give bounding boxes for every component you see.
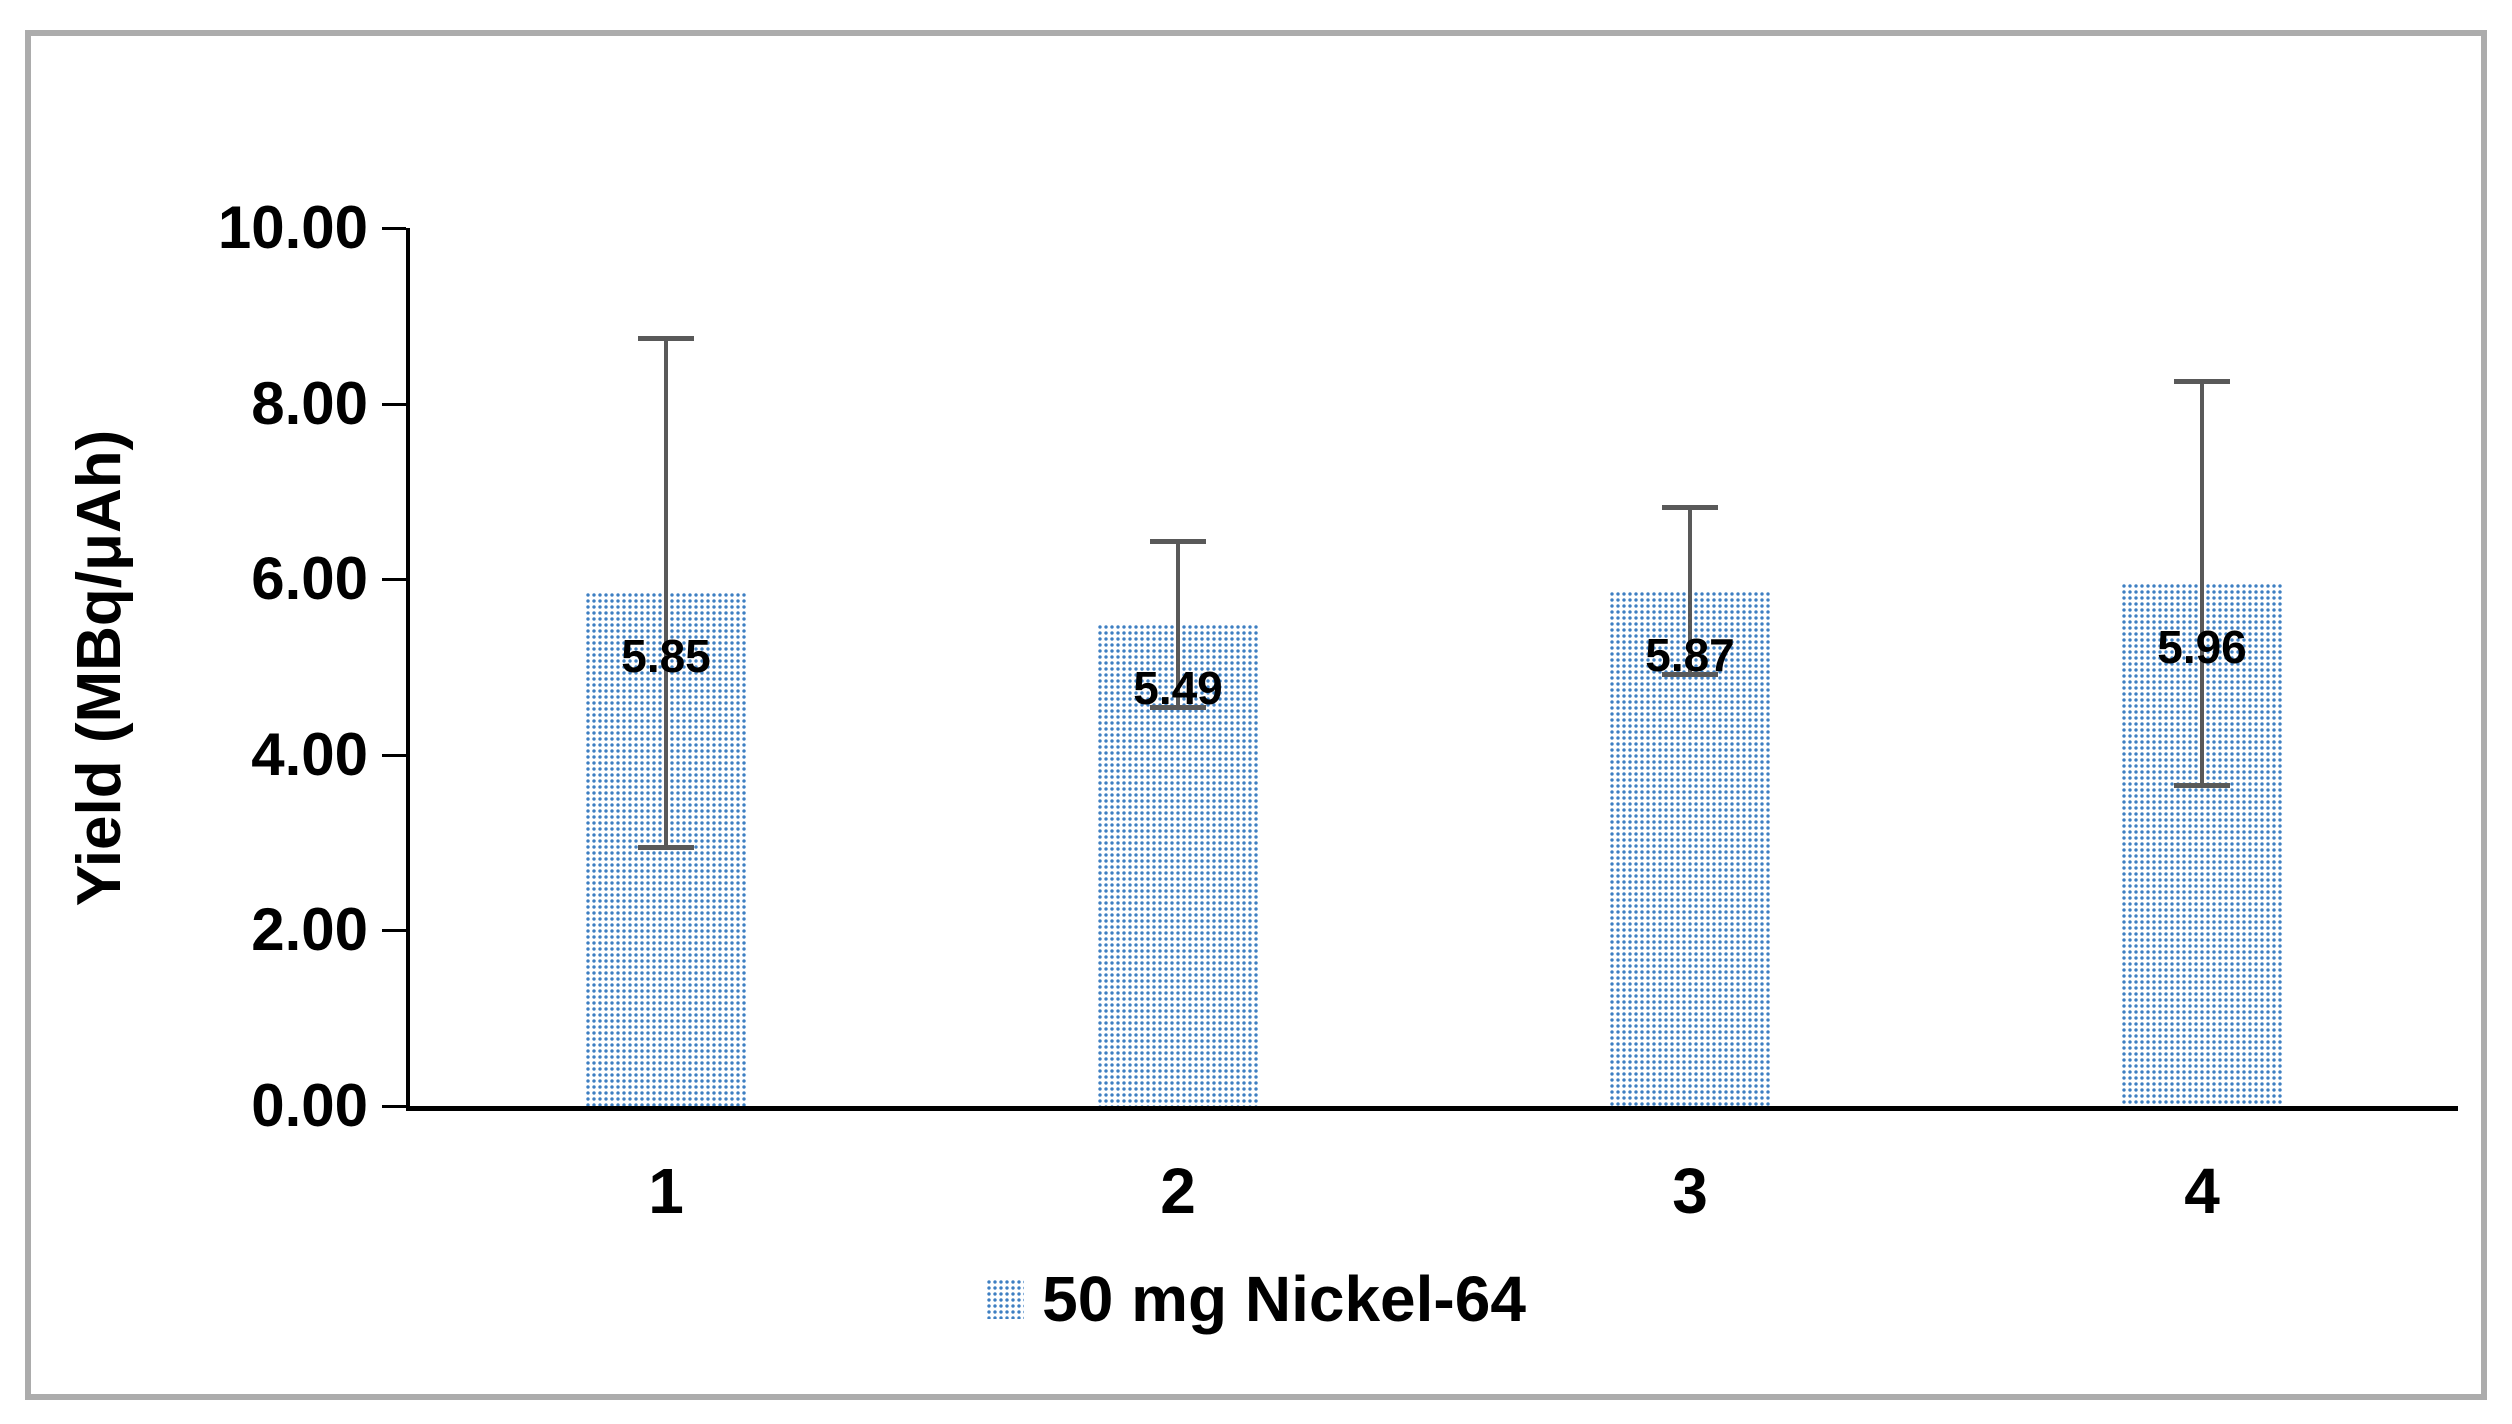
error-bar-line [664, 337, 668, 847]
x-tick-label: 1 [648, 1155, 684, 1227]
bar-value-label: 5.85 [621, 630, 711, 683]
x-tick-label: 2 [1160, 1155, 1196, 1227]
error-bar-cap-bottom [1150, 705, 1206, 711]
y-tick-mark [382, 402, 406, 406]
error-bar-cap-bottom [2174, 782, 2230, 788]
legend-label: 50 mg Nickel-64 [1042, 1263, 1526, 1335]
error-bar-cap-top [2174, 378, 2230, 384]
error-bar-cap-top [638, 335, 694, 341]
error-bar-cap-bottom [1662, 672, 1718, 678]
error-bar-cap-top [1662, 505, 1718, 511]
error-bar-cap-top [1150, 538, 1206, 544]
y-tick-label: 6.00 [251, 545, 368, 613]
y-tick-mark [382, 753, 406, 757]
y-tick-label: 2.00 [251, 896, 368, 964]
y-tick-mark [382, 227, 406, 230]
y-tick-label: 4.00 [251, 720, 368, 788]
y-tick-mark [382, 1105, 406, 1108]
bar-value-label: 5.87 [1645, 628, 1735, 681]
bar-value-label: 5.96 [2157, 620, 2247, 673]
y-tick-label: 8.00 [251, 369, 368, 437]
x-tick-label: 3 [1672, 1155, 1708, 1227]
error-bar-line [2200, 380, 2204, 785]
legend: 50 mg Nickel-64 [25, 1256, 2487, 1342]
x-axis-line [406, 1106, 2458, 1111]
y-tick-mark [382, 578, 406, 582]
y-tick-mark [382, 929, 406, 933]
error-bar-line [1176, 540, 1180, 708]
x-tick-label: 4 [2184, 1155, 2220, 1227]
legend-dotted-swatch-icon [986, 1279, 1025, 1319]
y-tick-label: 10.00 [217, 194, 368, 261]
error-bar-line [1688, 507, 1692, 675]
error-bar-cap-bottom [638, 844, 694, 850]
bar-value-label: 5.49 [1133, 661, 1223, 714]
chart-frame [25, 30, 2487, 1400]
y-axis-line [406, 228, 410, 1110]
y-tick-label: 0.00 [251, 1072, 368, 1139]
